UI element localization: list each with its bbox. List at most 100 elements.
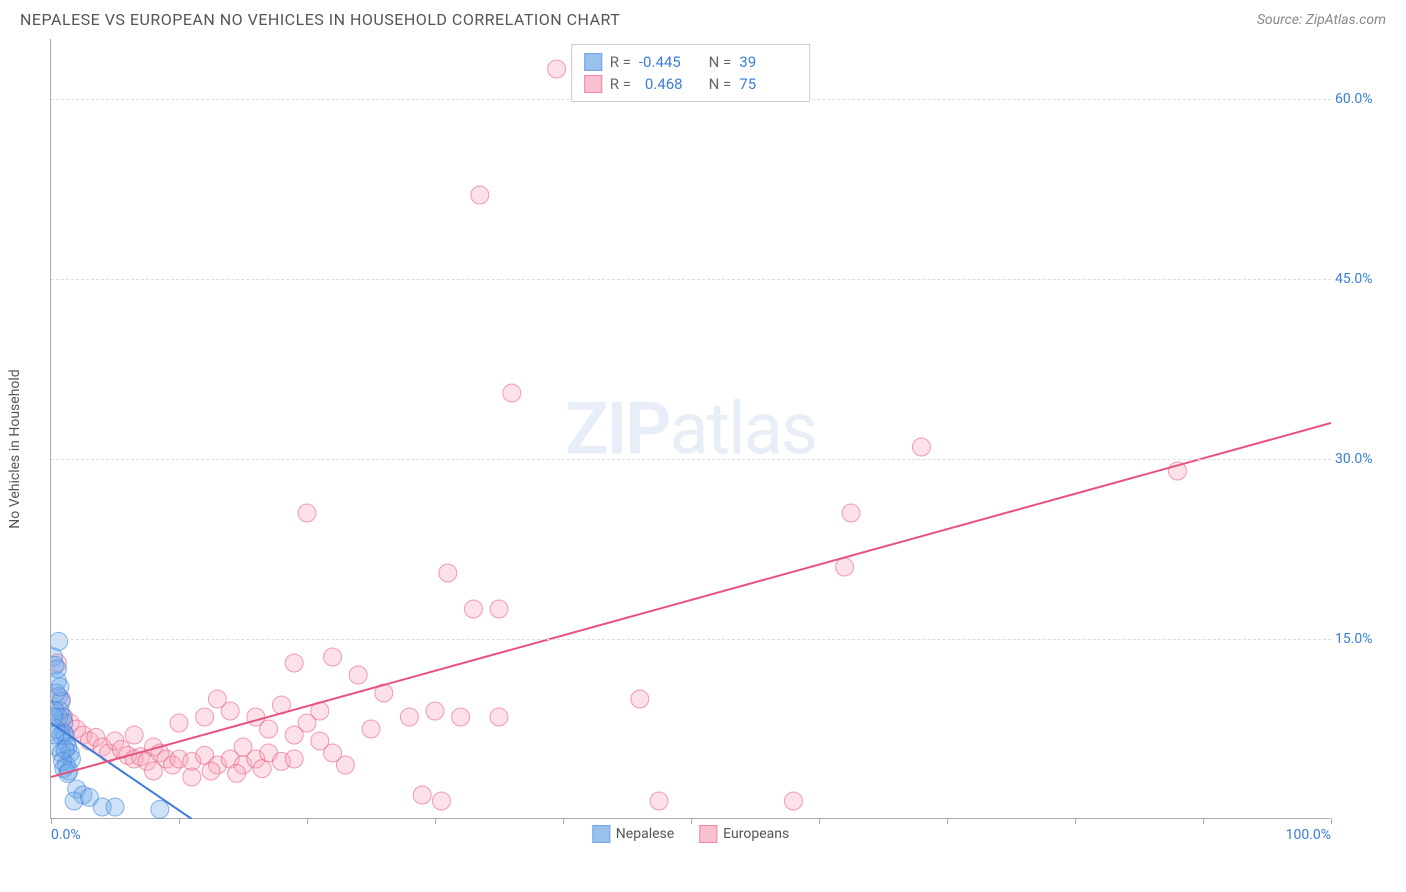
scatter-point — [51, 672, 66, 690]
n-value-europeans: 75 — [739, 75, 797, 93]
scatter-point — [52, 692, 70, 710]
scatter-point — [74, 786, 92, 804]
n-value-nepalese: 39 — [739, 53, 797, 71]
scatter-point — [413, 786, 431, 804]
stats-row-nepalese: R = -0.445 N = 39 — [584, 51, 798, 73]
scatter-point — [650, 792, 668, 810]
scatter-point — [324, 744, 342, 762]
y-axis-title: No Vehicles in Household — [7, 369, 23, 528]
scatter-point — [52, 726, 70, 744]
scatter-point — [55, 714, 73, 732]
scatter-point — [151, 800, 169, 818]
scatter-point — [80, 788, 98, 806]
scatter-point — [842, 504, 860, 522]
scatter-point — [311, 702, 329, 720]
scatter-point — [61, 714, 79, 732]
legend-swatch-europeans — [699, 825, 717, 843]
scatter-point — [432, 792, 450, 810]
scatter-point — [106, 798, 124, 816]
scatter-point — [285, 726, 303, 744]
scatter-point — [260, 720, 278, 738]
trend-line — [51, 423, 1331, 777]
scatter-point — [285, 750, 303, 768]
scatter-point — [51, 632, 68, 650]
x-tick — [819, 818, 820, 824]
scatter-point — [55, 708, 73, 726]
y-gridline — [51, 279, 1331, 280]
x-tick — [1203, 818, 1204, 824]
scatter-point — [196, 708, 214, 726]
scatter-plot-svg — [51, 39, 1331, 819]
x-tick-label: 0.0% — [51, 827, 81, 843]
scatter-point — [57, 756, 75, 774]
x-tick — [947, 818, 948, 824]
source-attribution: Source: ZipAtlas.com — [1257, 12, 1386, 28]
legend-swatch-nepalese — [592, 825, 610, 843]
scatter-point — [247, 708, 265, 726]
scatter-point — [452, 708, 470, 726]
scatter-point — [234, 756, 252, 774]
scatter-point — [51, 708, 68, 726]
scatter-point — [375, 684, 393, 702]
scatter-point — [144, 762, 162, 780]
scatter-point — [400, 708, 418, 726]
legend-item-europeans: Europeans — [699, 825, 789, 843]
scatter-point — [60, 762, 78, 780]
scatter-point — [68, 780, 86, 798]
scatter-point — [54, 752, 72, 770]
scatter-point — [170, 750, 188, 768]
scatter-point — [471, 186, 489, 204]
x-tick-label: 100.0% — [1286, 827, 1331, 843]
scatter-point — [51, 654, 66, 672]
x-tick — [51, 818, 52, 824]
x-tick — [563, 818, 564, 824]
scatter-point — [439, 564, 457, 582]
scatter-point — [51, 726, 64, 744]
y-tick-label: 60.0% — [1335, 91, 1390, 107]
scatter-point — [221, 702, 239, 720]
scatter-point — [52, 744, 70, 762]
scatter-point — [51, 708, 63, 726]
scatter-point — [56, 726, 74, 744]
scatter-point — [490, 600, 508, 618]
y-tick-label: 15.0% — [1335, 631, 1390, 647]
scatter-point — [125, 726, 143, 744]
r-value-europeans: 0.468 — [639, 75, 697, 93]
scatter-point — [55, 724, 73, 742]
n-label: N = — [705, 75, 731, 93]
scatter-point — [426, 702, 444, 720]
scatter-point — [59, 764, 77, 782]
trend-line — [51, 723, 192, 819]
scatter-point — [51, 678, 69, 696]
x-tick — [691, 818, 692, 824]
scatter-point — [80, 732, 98, 750]
x-tick — [1331, 818, 1332, 824]
scatter-point — [93, 798, 111, 816]
scatter-point — [57, 734, 75, 752]
scatter-point — [55, 760, 73, 778]
scatter-point — [112, 740, 130, 758]
x-tick — [435, 818, 436, 824]
scatter-point — [106, 732, 124, 750]
scatter-point — [208, 756, 226, 774]
scatter-point — [51, 702, 69, 720]
r-label: R = — [610, 53, 631, 71]
scatter-point — [62, 750, 80, 768]
scatter-point — [183, 768, 201, 786]
scatter-point — [170, 714, 188, 732]
scatter-point — [784, 792, 802, 810]
legend-item-nepalese: Nepalese — [592, 825, 674, 843]
scatter-point — [202, 762, 220, 780]
r-value-nepalese: -0.445 — [639, 53, 697, 71]
x-tick — [179, 818, 180, 824]
scatter-point — [87, 728, 105, 746]
scatter-point — [56, 740, 74, 758]
scatter-point — [311, 732, 329, 750]
scatter-point — [51, 684, 65, 702]
scatter-point — [253, 760, 271, 778]
y-gridline — [51, 639, 1331, 640]
scatter-point — [836, 558, 854, 576]
scatter-point — [151, 744, 169, 762]
bottom-legend: Nepalese Europeans — [592, 825, 789, 843]
scatter-point — [912, 438, 930, 456]
